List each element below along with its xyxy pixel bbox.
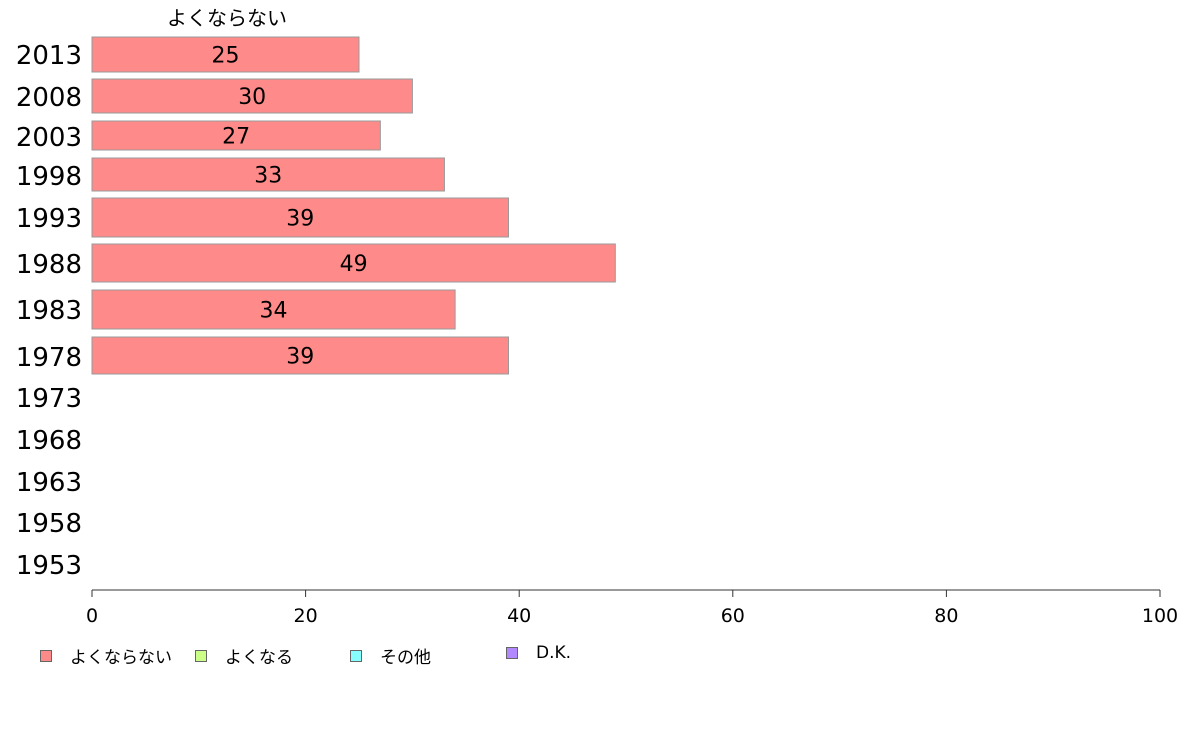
bar (91, 243, 616, 283)
legend-item: その他 (350, 643, 431, 668)
legend-label: よくならない (70, 648, 172, 668)
x-tick-label: 60 (721, 605, 745, 627)
legend-swatch (40, 649, 52, 662)
legend-item: D.K. (506, 643, 571, 663)
x-tick-label: 20 (294, 605, 318, 627)
bar (91, 36, 360, 73)
x-tick-label: 100 (1142, 605, 1178, 627)
x-tick-label: 0 (86, 605, 98, 627)
legend-swatch (350, 649, 362, 662)
y-tick-label: 1978 (16, 343, 82, 373)
y-tick-label: 2013 (16, 41, 82, 71)
legend-swatch (506, 647, 518, 659)
bar (91, 120, 381, 151)
bar (91, 78, 413, 114)
y-tick-label: 1953 (16, 551, 82, 581)
legend-label: よくなる (225, 648, 293, 668)
legend-label: D.K. (536, 643, 572, 663)
y-tick-label: 1958 (16, 509, 82, 539)
bar (91, 197, 510, 238)
y-tick-label: 1968 (16, 426, 82, 456)
y-tick-label: 1963 (16, 468, 82, 498)
bar (91, 157, 445, 192)
legend-label: その他 (380, 648, 431, 668)
y-tick-label: 1993 (16, 204, 82, 234)
bar (91, 336, 510, 375)
bar (91, 289, 456, 330)
legend-item: よくなる (195, 643, 293, 668)
bar-value-label: 49 (340, 252, 368, 277)
y-tick-label: 2008 (16, 83, 82, 113)
y-tick-label: 2003 (16, 123, 82, 153)
column-header: よくならない (167, 6, 287, 30)
bar-value-label: 39 (286, 345, 314, 370)
bar-value-label: 39 (286, 207, 314, 232)
legend-item: よくならない (40, 643, 172, 668)
y-tick-label: 1988 (16, 250, 82, 280)
bar-value-label: 34 (260, 299, 288, 324)
x-tick-label: 80 (934, 605, 958, 627)
legend-swatch (195, 649, 207, 662)
bar-value-label: 33 (254, 164, 282, 189)
y-tick-label: 1998 (16, 162, 82, 192)
x-tick-label: 40 (507, 605, 531, 627)
y-tick-label: 1973 (16, 384, 82, 414)
bar-value-label: 27 (222, 125, 250, 150)
bar-value-label: 30 (238, 85, 266, 110)
y-tick-label: 1983 (16, 296, 82, 326)
bar-value-label: 25 (212, 44, 240, 69)
